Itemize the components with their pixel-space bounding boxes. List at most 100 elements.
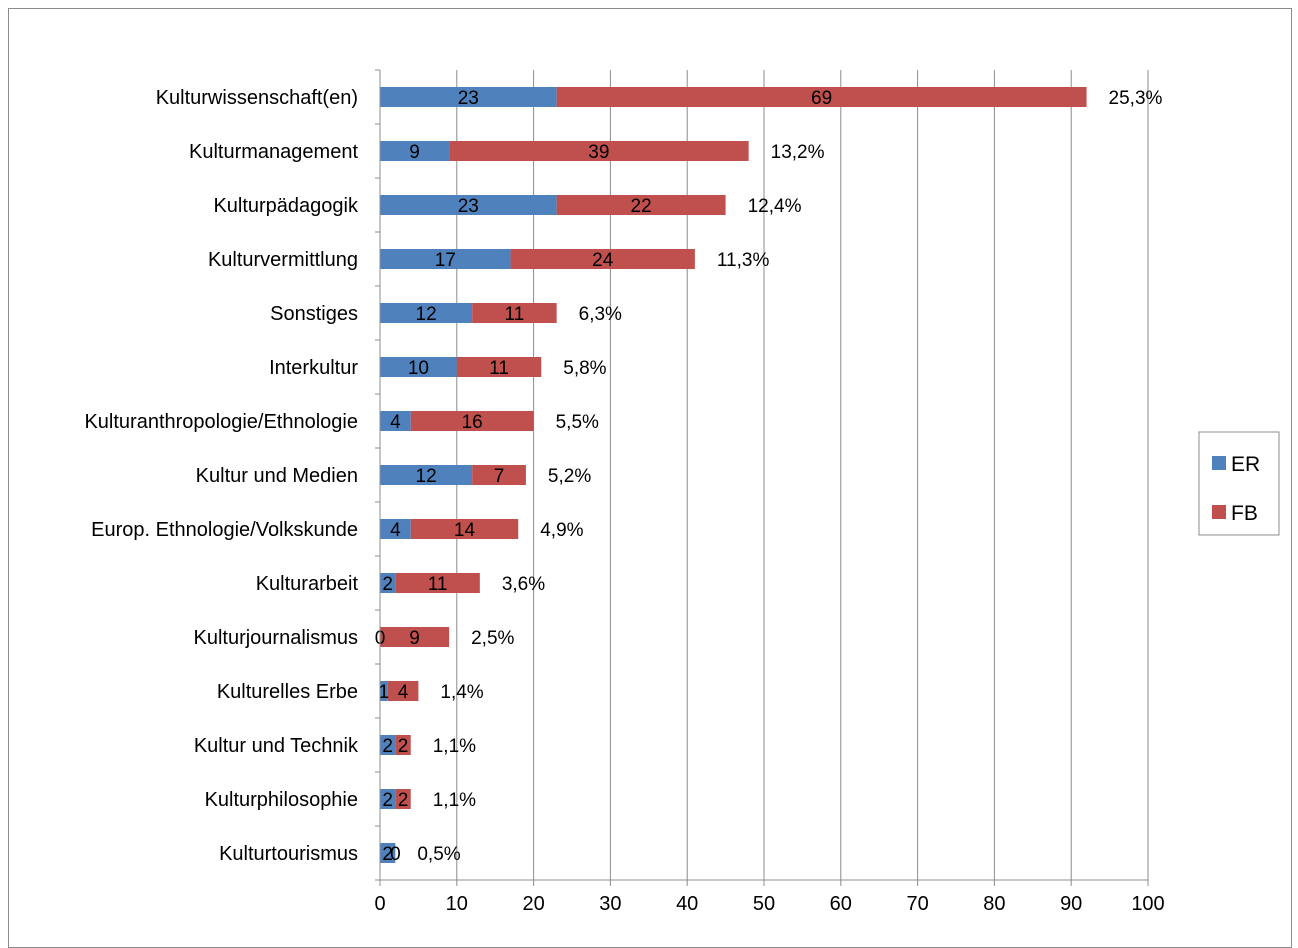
legend-label-fb: FB xyxy=(1231,502,1258,525)
percent-label: 5,5% xyxy=(556,412,599,433)
bar-er xyxy=(380,519,411,539)
x-tick-label: 100 xyxy=(1131,893,1164,915)
percent-label: 1,1% xyxy=(433,736,476,757)
bar-er xyxy=(380,789,396,809)
bar-value-label: 9 xyxy=(409,628,420,649)
percent-label: 13,2% xyxy=(771,142,825,163)
category-label: Kulturmanagement xyxy=(189,141,358,163)
bar-value-label: 11 xyxy=(428,574,448,595)
bar-value-label: 14 xyxy=(454,520,476,541)
bar-er xyxy=(380,735,396,755)
percent-label: 3,6% xyxy=(502,574,545,595)
bar-value-label: 9 xyxy=(409,142,420,163)
x-tick-label: 10 xyxy=(446,893,468,915)
bar-er xyxy=(380,843,396,863)
percent-label: 6,3% xyxy=(579,304,622,325)
bar-value-label: 1 xyxy=(379,682,390,703)
bar-value-label: 10 xyxy=(408,358,429,379)
bar-er xyxy=(380,87,557,107)
bar-er xyxy=(380,141,450,161)
category-label: Kulturvermittlung xyxy=(208,249,358,271)
bar-value-label: 0 xyxy=(390,844,401,865)
bar-er xyxy=(380,465,473,485)
bar-er xyxy=(380,411,411,431)
legend-swatch-fb xyxy=(1212,505,1226,519)
category-label: Kulturarbeit xyxy=(256,573,359,595)
bar-value-label: 2 xyxy=(382,574,393,595)
percent-label: 0,5% xyxy=(417,844,460,865)
bar-value-label: 2 xyxy=(398,736,409,757)
x-tick-label: 50 xyxy=(753,893,775,915)
bar-value-label: 4 xyxy=(398,682,409,703)
bars xyxy=(380,87,1087,863)
bar-fb xyxy=(556,195,726,215)
category-label: Kulturphilosophie xyxy=(205,789,358,811)
bar-value-label: 23 xyxy=(458,196,479,217)
bar-value-label: 11 xyxy=(505,304,525,325)
bar-fb xyxy=(472,303,557,323)
category-label: Kulturanthropologie/Ethnologie xyxy=(84,411,358,433)
bar-fb xyxy=(510,249,695,269)
bar-value-label: 24 xyxy=(592,250,614,271)
percent-label: 4,9% xyxy=(540,520,583,541)
x-tick-label: 80 xyxy=(983,893,1005,915)
bar-value-label: 23 xyxy=(458,88,479,109)
category-label: Kulturwissenschaft(en) xyxy=(156,87,358,109)
bar-fb xyxy=(472,465,526,485)
bar-value-label: 11 xyxy=(489,358,509,379)
bar-value-label: 2 xyxy=(382,736,393,757)
x-tick-label: 40 xyxy=(676,893,698,915)
bar-value-label: 22 xyxy=(631,196,652,217)
percent-label: 5,8% xyxy=(563,358,606,379)
bar-value-label: 69 xyxy=(811,88,832,109)
percent-label: 11,3% xyxy=(717,250,770,271)
bar-er xyxy=(380,357,457,377)
x-tick-label: 60 xyxy=(830,893,852,915)
bar-value-label: 2 xyxy=(382,844,393,865)
category-label: Kulturtourismus xyxy=(219,843,358,865)
x-tick-label: 20 xyxy=(522,893,544,915)
bar-fb xyxy=(449,141,749,161)
percent-label: 2,5% xyxy=(471,628,514,649)
bar-value-label: 12 xyxy=(416,304,437,325)
category-label: Kulturjournalismus xyxy=(193,627,358,649)
bar-value-label: 4 xyxy=(390,412,401,433)
category-label: Kultur und Medien xyxy=(196,465,358,487)
bar-fb xyxy=(380,627,450,647)
bar-fb xyxy=(395,735,411,755)
bar-fb xyxy=(456,357,542,377)
legend-swatch-er xyxy=(1212,456,1226,470)
axes: 0 10 20 30 40 50 60 70 80 90 100 xyxy=(374,69,1165,915)
legend-label-er: ER xyxy=(1231,453,1260,476)
percent-label: 25,3% xyxy=(1109,88,1163,109)
bar-value-label: 2 xyxy=(382,790,393,811)
x-tick-label: 90 xyxy=(1060,893,1082,915)
bar-value-label: 4 xyxy=(390,520,401,541)
percent-label: 5,2% xyxy=(548,466,591,487)
percent-label: 12,4% xyxy=(748,196,802,217)
category-label: Europ. Ethnologie/Volkskunde xyxy=(91,519,358,541)
bar-er xyxy=(380,681,388,701)
category-label: Interkultur xyxy=(269,357,358,379)
category-label: Kulturpädagogik xyxy=(213,195,359,217)
bar-value-label: 2 xyxy=(398,790,409,811)
bar-value-label: 16 xyxy=(462,412,483,433)
bar-fb xyxy=(395,789,411,809)
bar-er xyxy=(380,303,473,323)
bar-fb xyxy=(395,573,480,593)
category-label: Kulturelles Erbe xyxy=(217,681,358,703)
x-tick-label: 30 xyxy=(599,893,621,915)
bar-er xyxy=(380,249,511,269)
x-tick-label: 70 xyxy=(906,893,928,915)
bar-fb xyxy=(410,519,519,539)
category-label: Sonstiges xyxy=(270,303,358,325)
legend: ER FB xyxy=(1198,431,1280,536)
x-tick-label: 0 xyxy=(374,893,385,915)
bar-value-label: 12 xyxy=(416,466,437,487)
bar-fb xyxy=(410,411,534,431)
labels: Kulturwissenschaft(en) 23 69 25,3% Kulturman… xyxy=(84,87,1162,865)
bar-value-label: 17 xyxy=(435,250,456,271)
bar-fb xyxy=(556,87,1087,107)
bar-value-label: 39 xyxy=(588,142,609,163)
